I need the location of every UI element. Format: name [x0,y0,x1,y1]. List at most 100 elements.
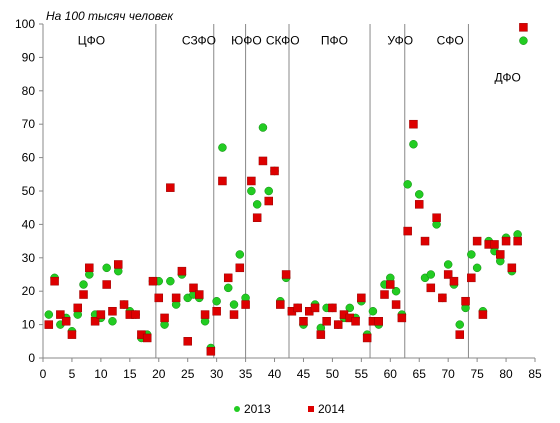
point-2014 [478,310,488,319]
point-2014 [386,280,395,289]
y-tick-label: 80 [22,84,36,98]
y-tick-label: 10 [22,318,36,332]
y-tick-label: 0 [28,351,35,365]
point-2014 [67,330,77,339]
y-tick-label: 100 [15,17,35,31]
point-2014 [258,156,268,166]
point-2014 [154,293,164,303]
point-2014 [108,306,117,316]
x-tick-label: 30 [210,367,224,381]
point-2014 [241,300,250,309]
point-2014 [380,290,389,299]
point-2014 [56,310,65,319]
point-2013 [409,139,418,149]
y-tick-label: 60 [22,151,36,165]
unit-label: На 100 тысяч человек [46,9,174,23]
point-2014 [212,306,221,316]
point-2014 [166,183,175,192]
legend-2014-marker [308,406,314,412]
point-2014 [351,317,360,326]
region-label: ДФО [494,70,520,84]
point-2014 [374,317,383,326]
point-2014 [467,273,476,283]
region-label: СЗФО [182,34,216,48]
point-2014 [218,176,227,186]
point-2013 [391,286,401,296]
point-2014 [322,317,331,326]
point-2013 [166,276,175,286]
point-2014 [328,303,337,313]
region-label: СКФО [266,34,300,48]
point-2013 [235,250,245,259]
point-2013 [472,263,482,273]
point-2013 [467,250,476,259]
x-tick-label: 35 [239,367,253,381]
point-2014 [270,166,279,176]
point-2014 [519,23,528,32]
region-labels: ЦФО СЗФО ЮФО СКФО ПФО УФО СФО ДФО [78,34,521,85]
point-2014 [171,293,181,303]
point-2013 [44,310,54,319]
point-2014 [177,266,187,276]
point-2014 [501,236,511,246]
y-tick-label: 30 [22,251,36,265]
point-2014 [281,270,291,279]
point-2013 [443,260,453,269]
x-tick-label: 15 [123,367,137,381]
point-2014 [160,313,169,323]
legend: 2013 2014 [234,402,345,416]
point-2014 [189,283,198,293]
legend-2014-label: 2014 [318,402,345,416]
point-2014 [79,290,88,299]
point-2014 [333,320,343,329]
x-tick-label: 5 [69,367,76,381]
region-dividers [155,24,469,358]
point-2013 [258,123,268,132]
tick-labels: 0 10 20 30 40 50 60 70 80 90 100 0 5 10 15 20 25 30 35 40 45… [15,17,542,381]
point-2014 [61,317,71,326]
point-2013 [252,200,262,209]
x-tick-label: 50 [326,367,340,381]
point-2014 [461,296,470,306]
point-2014 [200,310,210,319]
y-tick-label: 20 [22,284,36,298]
point-2014 [276,300,285,309]
region-label: ЮФО [231,34,262,48]
axes [39,23,536,362]
point-2014 [397,313,407,323]
point-2013 [102,263,111,273]
point-2013 [455,320,465,329]
point-2014 [455,330,465,339]
point-2014 [50,276,59,286]
point-2014 [229,310,239,319]
point-2014 [235,263,245,273]
point-2013 [79,280,88,289]
point-2014 [44,320,54,329]
x-tick-label: 70 [441,367,455,381]
point-2014 [85,263,94,273]
point-2013 [108,317,117,326]
x-tick-label: 40 [268,367,282,381]
region-label: УФО [387,34,413,48]
point-2014 [183,337,192,346]
legend-2013-label: 2013 [244,402,271,416]
point-2014 [432,213,441,222]
point-2013 [403,180,412,189]
point-2013 [229,300,239,309]
point-2014 [247,176,256,186]
x-tick-label: 65 [413,367,427,381]
point-2013 [368,306,378,316]
point-2014 [507,263,517,273]
x-tick-label: 55 [355,367,369,381]
x-tick-label: 45 [297,367,311,381]
point-2014 [142,333,152,343]
point-2014 [90,317,100,326]
point-2014 [391,300,401,309]
y-tick-label: 70 [22,117,36,131]
point-2014 [195,290,204,299]
point-2014 [119,300,129,309]
x-tick-label: 85 [528,367,542,381]
point-2013 [519,36,528,45]
region-label: СФО [437,34,464,48]
